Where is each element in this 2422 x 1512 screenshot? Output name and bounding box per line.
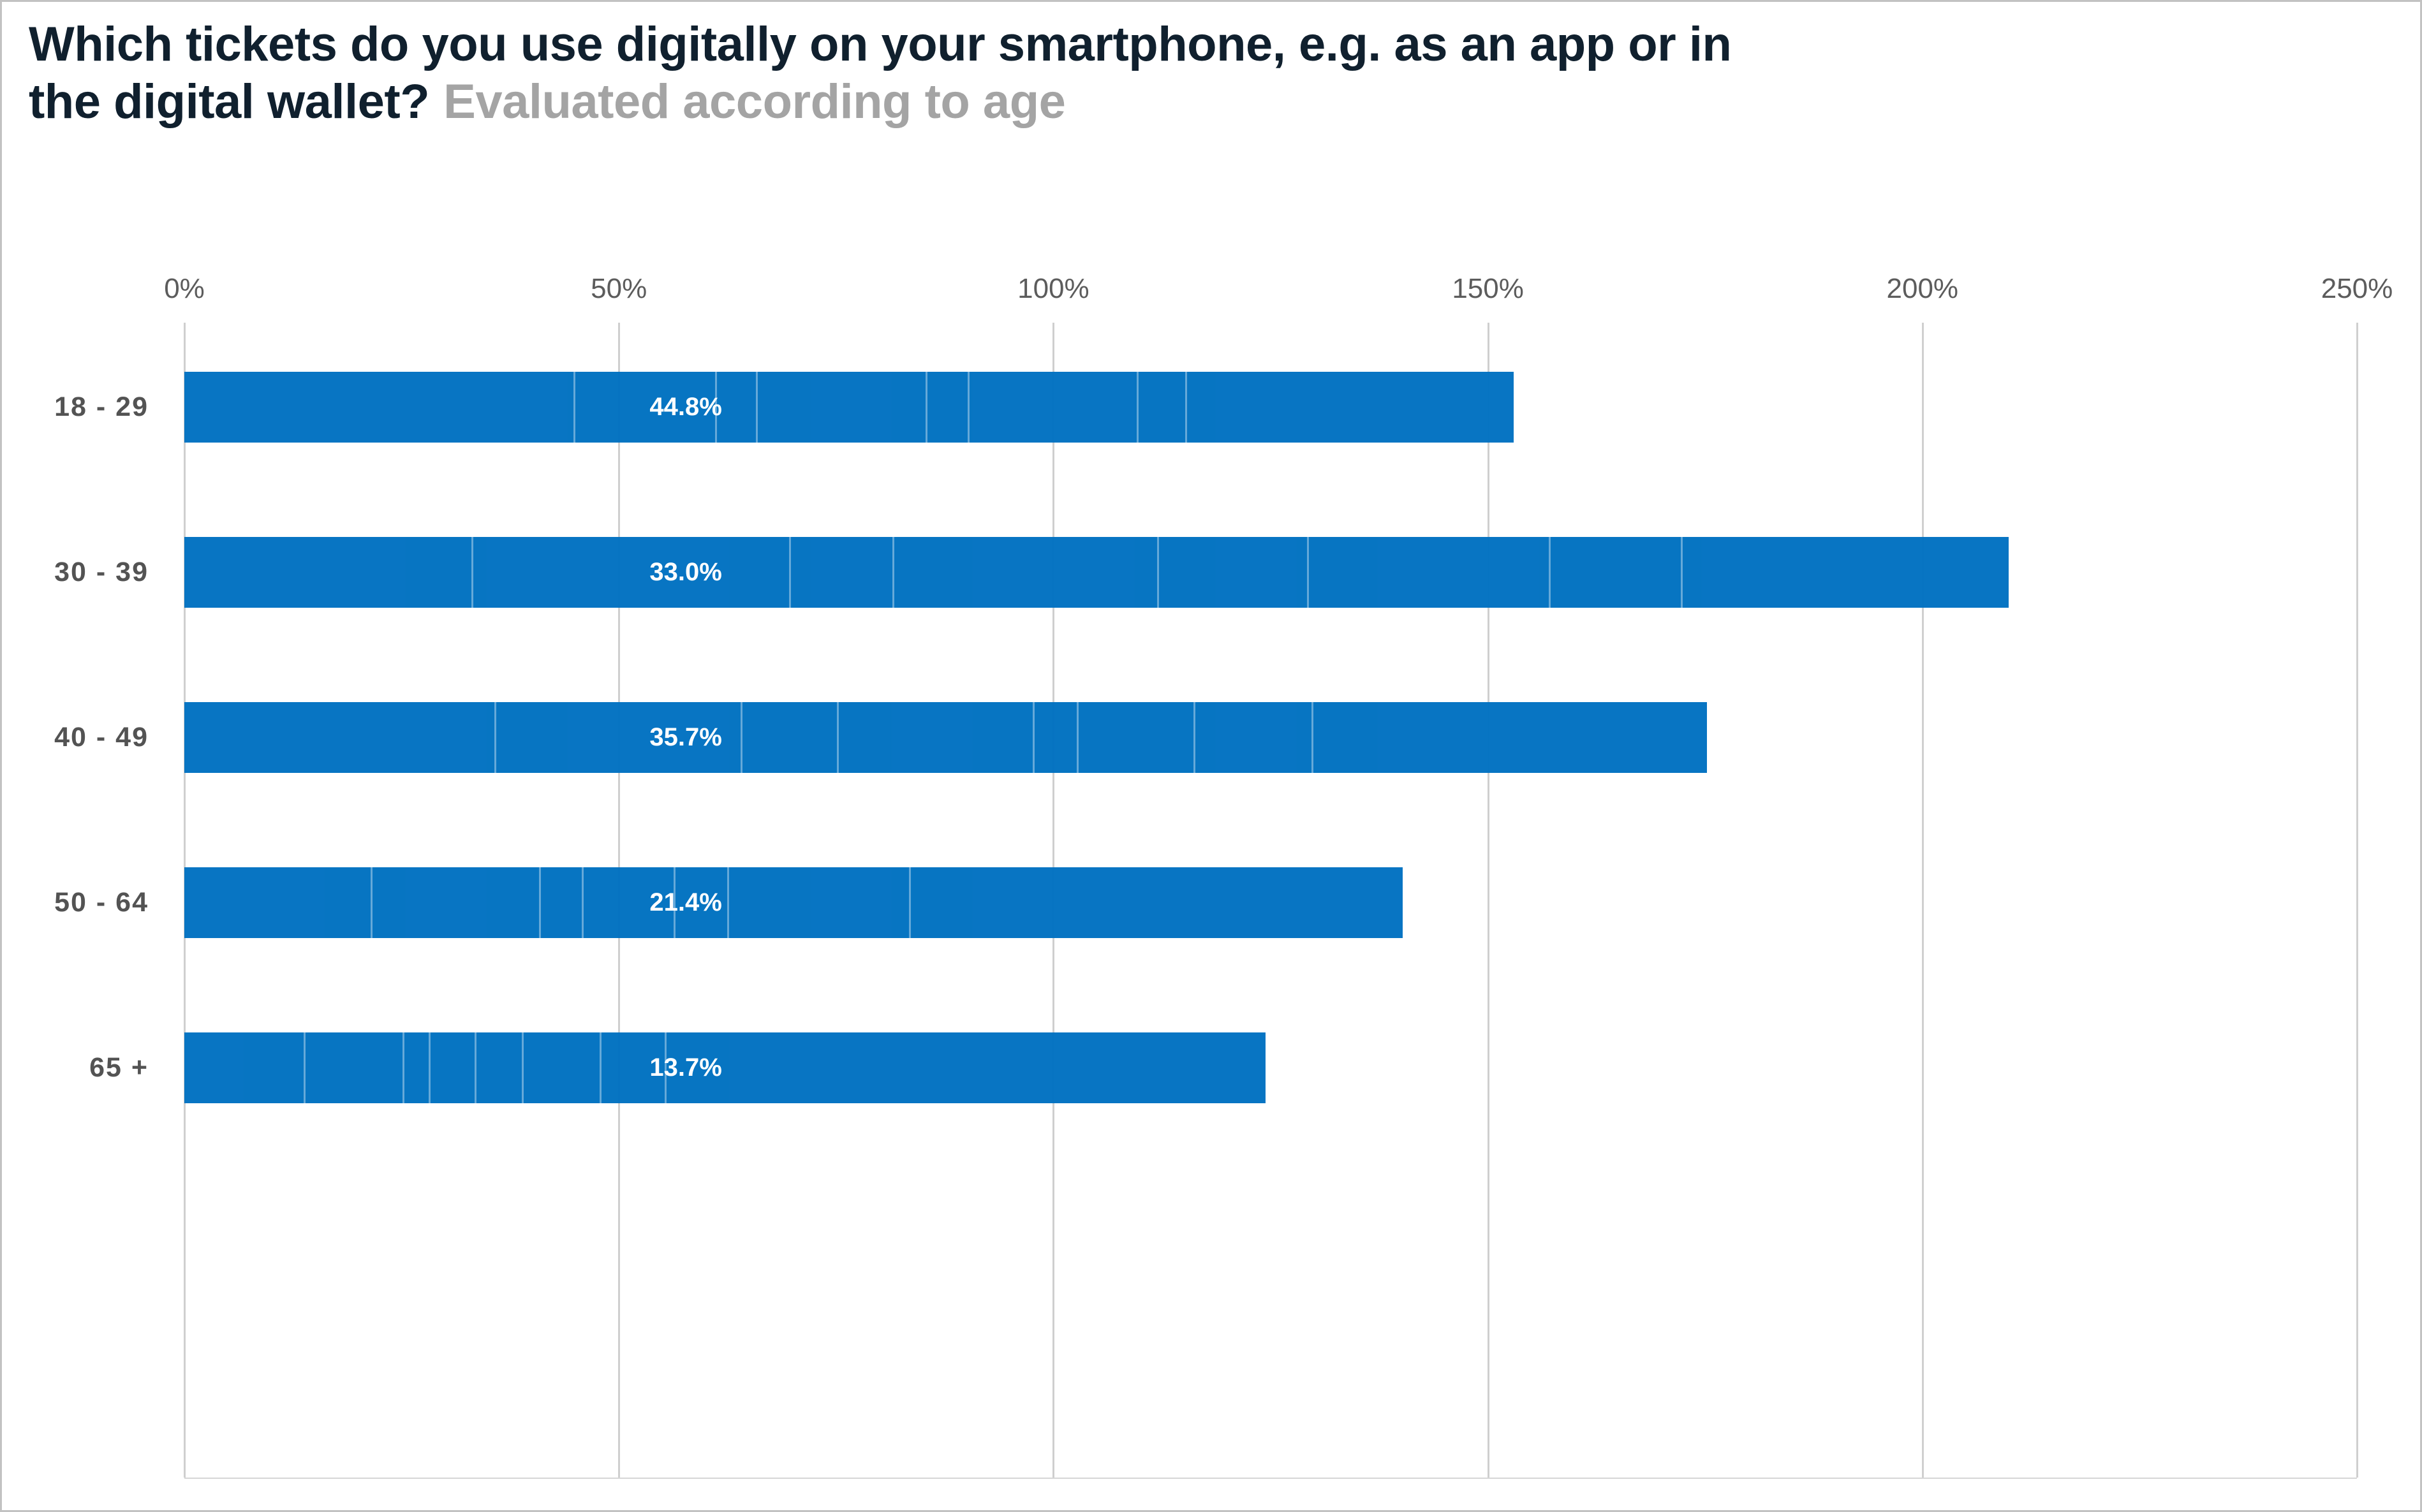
chart-title-question-part2: the digital wallet? [29,75,430,129]
bar-row-30-39: 33.0% [184,537,2357,608]
bar-30-39[interactable] [184,537,2009,608]
bar-row-18-29: 44.8% [184,372,2357,443]
segment-divider [926,372,928,443]
category-label-65-plus: 65 + [89,1052,149,1083]
segment-divider [1156,537,1159,608]
segment-divider [581,867,584,938]
bar-65-plus[interactable] [184,1032,1266,1103]
segment-divider [715,372,718,443]
segment-divider [674,867,676,938]
gridline-200pct [1921,323,1924,1478]
segment-divider [892,537,895,608]
segment-divider [1311,702,1314,773]
category-label-30-39: 30 - 39 [54,557,149,587]
chart-title-line1: Which tickets do you use digitally on yo… [29,16,1732,73]
bar-row-40-49: 35.7% [184,702,2357,773]
segment-divider [909,867,912,938]
segment-divider [837,702,839,773]
segment-divider [1681,537,1683,608]
bar-row-65-plus: 13.7% [184,1032,2357,1103]
x-axis-tick-label: 0% [164,273,205,304]
category-label-50-64: 50 - 64 [54,887,149,918]
segment-divider [727,867,730,938]
segment-divider [494,702,497,773]
x-axis-baseline [184,1478,2357,1479]
bar-row-50-64: 21.4% [184,867,2357,938]
bar-18-29[interactable] [184,372,1514,443]
category-label-18-29: 18 - 29 [54,392,149,422]
x-axis-tick-label: 200% [1886,273,1959,304]
segment-divider [1307,537,1310,608]
chart-title: Which tickets do you use digitally on yo… [29,16,1732,131]
segment-divider [1185,372,1188,443]
segment-divider [789,537,792,608]
segment-divider [1032,702,1035,773]
x-axis-tick-label: 250% [2321,273,2393,304]
segment-divider [303,1032,306,1103]
segment-divider [1548,537,1551,608]
segment-divider [740,702,742,773]
segment-divider [471,537,473,608]
chart-title-question-part1: Which tickets do you use digitally on yo… [29,17,1732,71]
segment-divider [1193,702,1195,773]
segment-divider [967,372,970,443]
segment-divider [665,1032,667,1103]
bar-value-label: 21.4% [649,888,722,916]
bar-value-label: 35.7% [649,723,722,751]
x-axis-tick-label: 50% [591,273,647,304]
segment-divider [538,867,541,938]
category-label-40-49: 40 - 49 [54,722,149,752]
segment-divider [1137,372,1139,443]
segment-divider [1077,702,1079,773]
segment-divider [521,1032,524,1103]
segment-divider [370,867,373,938]
gridline-250pct [2356,323,2358,1478]
segment-divider [756,372,758,443]
bar-value-label: 13.7% [649,1053,722,1082]
x-axis-tick-label: 100% [1017,273,1089,304]
segment-divider [573,372,576,443]
segment-divider [428,1032,431,1103]
chart-subtitle: Evaluated according to age [443,75,1066,129]
chart-title-line2: the digital wallet? Evaluated according t… [29,73,1731,131]
segment-divider [600,1032,602,1103]
segment-divider [402,1032,404,1103]
plot-area: 44.8% 33.0% 35.7% 21.4% 13.7% [184,323,2358,1479]
bar-value-label: 44.8% [649,393,722,421]
bar-value-label: 33.0% [649,558,722,586]
bar-40-49[interactable] [184,702,1707,773]
segment-divider [475,1032,477,1103]
gridline-150pct [1487,323,1489,1478]
x-axis-tick-label: 150% [1452,273,1524,304]
bar-50-64[interactable] [184,867,1403,938]
